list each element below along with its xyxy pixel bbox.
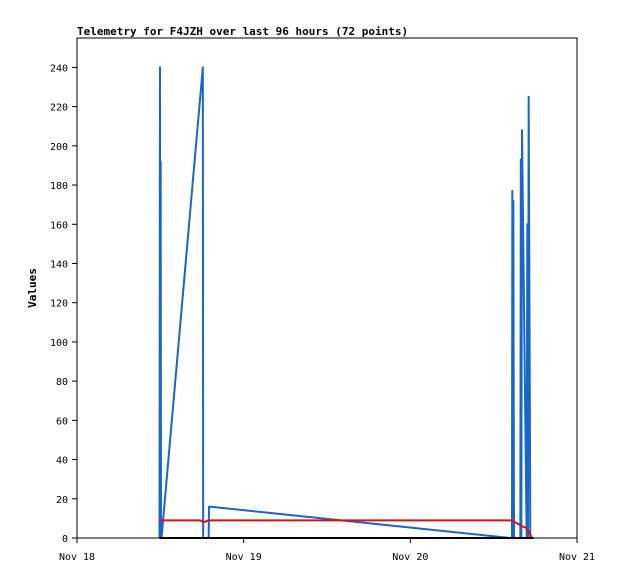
plot-frame [76, 37, 578, 539]
x-tick-label: Nov 20 [392, 552, 428, 563]
y-tick-label: 80 [56, 377, 68, 388]
y-tick-label: 40 [56, 456, 68, 467]
y-axis-ticks: 0 20 40 60 80 100 120 140 160 180 200 220 240 [50, 63, 77, 545]
x-axis-ticks: Nov 18 Nov 19 Nov 20 Nov 21 [59, 538, 595, 563]
series-layer [158, 66, 534, 539]
y-tick-label: 20 [56, 495, 68, 506]
y-tick-label: 120 [50, 299, 68, 310]
y-tick-label: 180 [50, 181, 68, 192]
y-tick-label: 60 [56, 416, 68, 427]
x-tick-label: Nov 19 [226, 552, 262, 563]
y-tick-label: 160 [50, 220, 68, 231]
x-tick-label: Nov 18 [59, 552, 95, 563]
y-tick-label: 100 [50, 338, 68, 349]
y-tick-label: 240 [50, 63, 68, 74]
y-axis-label: Values [26, 268, 39, 308]
x-tick-label: Nov 21 [559, 552, 595, 563]
y-tick-label: 220 [50, 103, 68, 114]
series-line-2 [159, 519, 533, 539]
y-tick-label: 200 [50, 142, 68, 153]
y-tick-label: 0 [62, 534, 68, 545]
chart-title: Telemetry for F4JZH over last 96 hours (… [77, 25, 408, 38]
y-tick-label: 140 [50, 259, 68, 270]
